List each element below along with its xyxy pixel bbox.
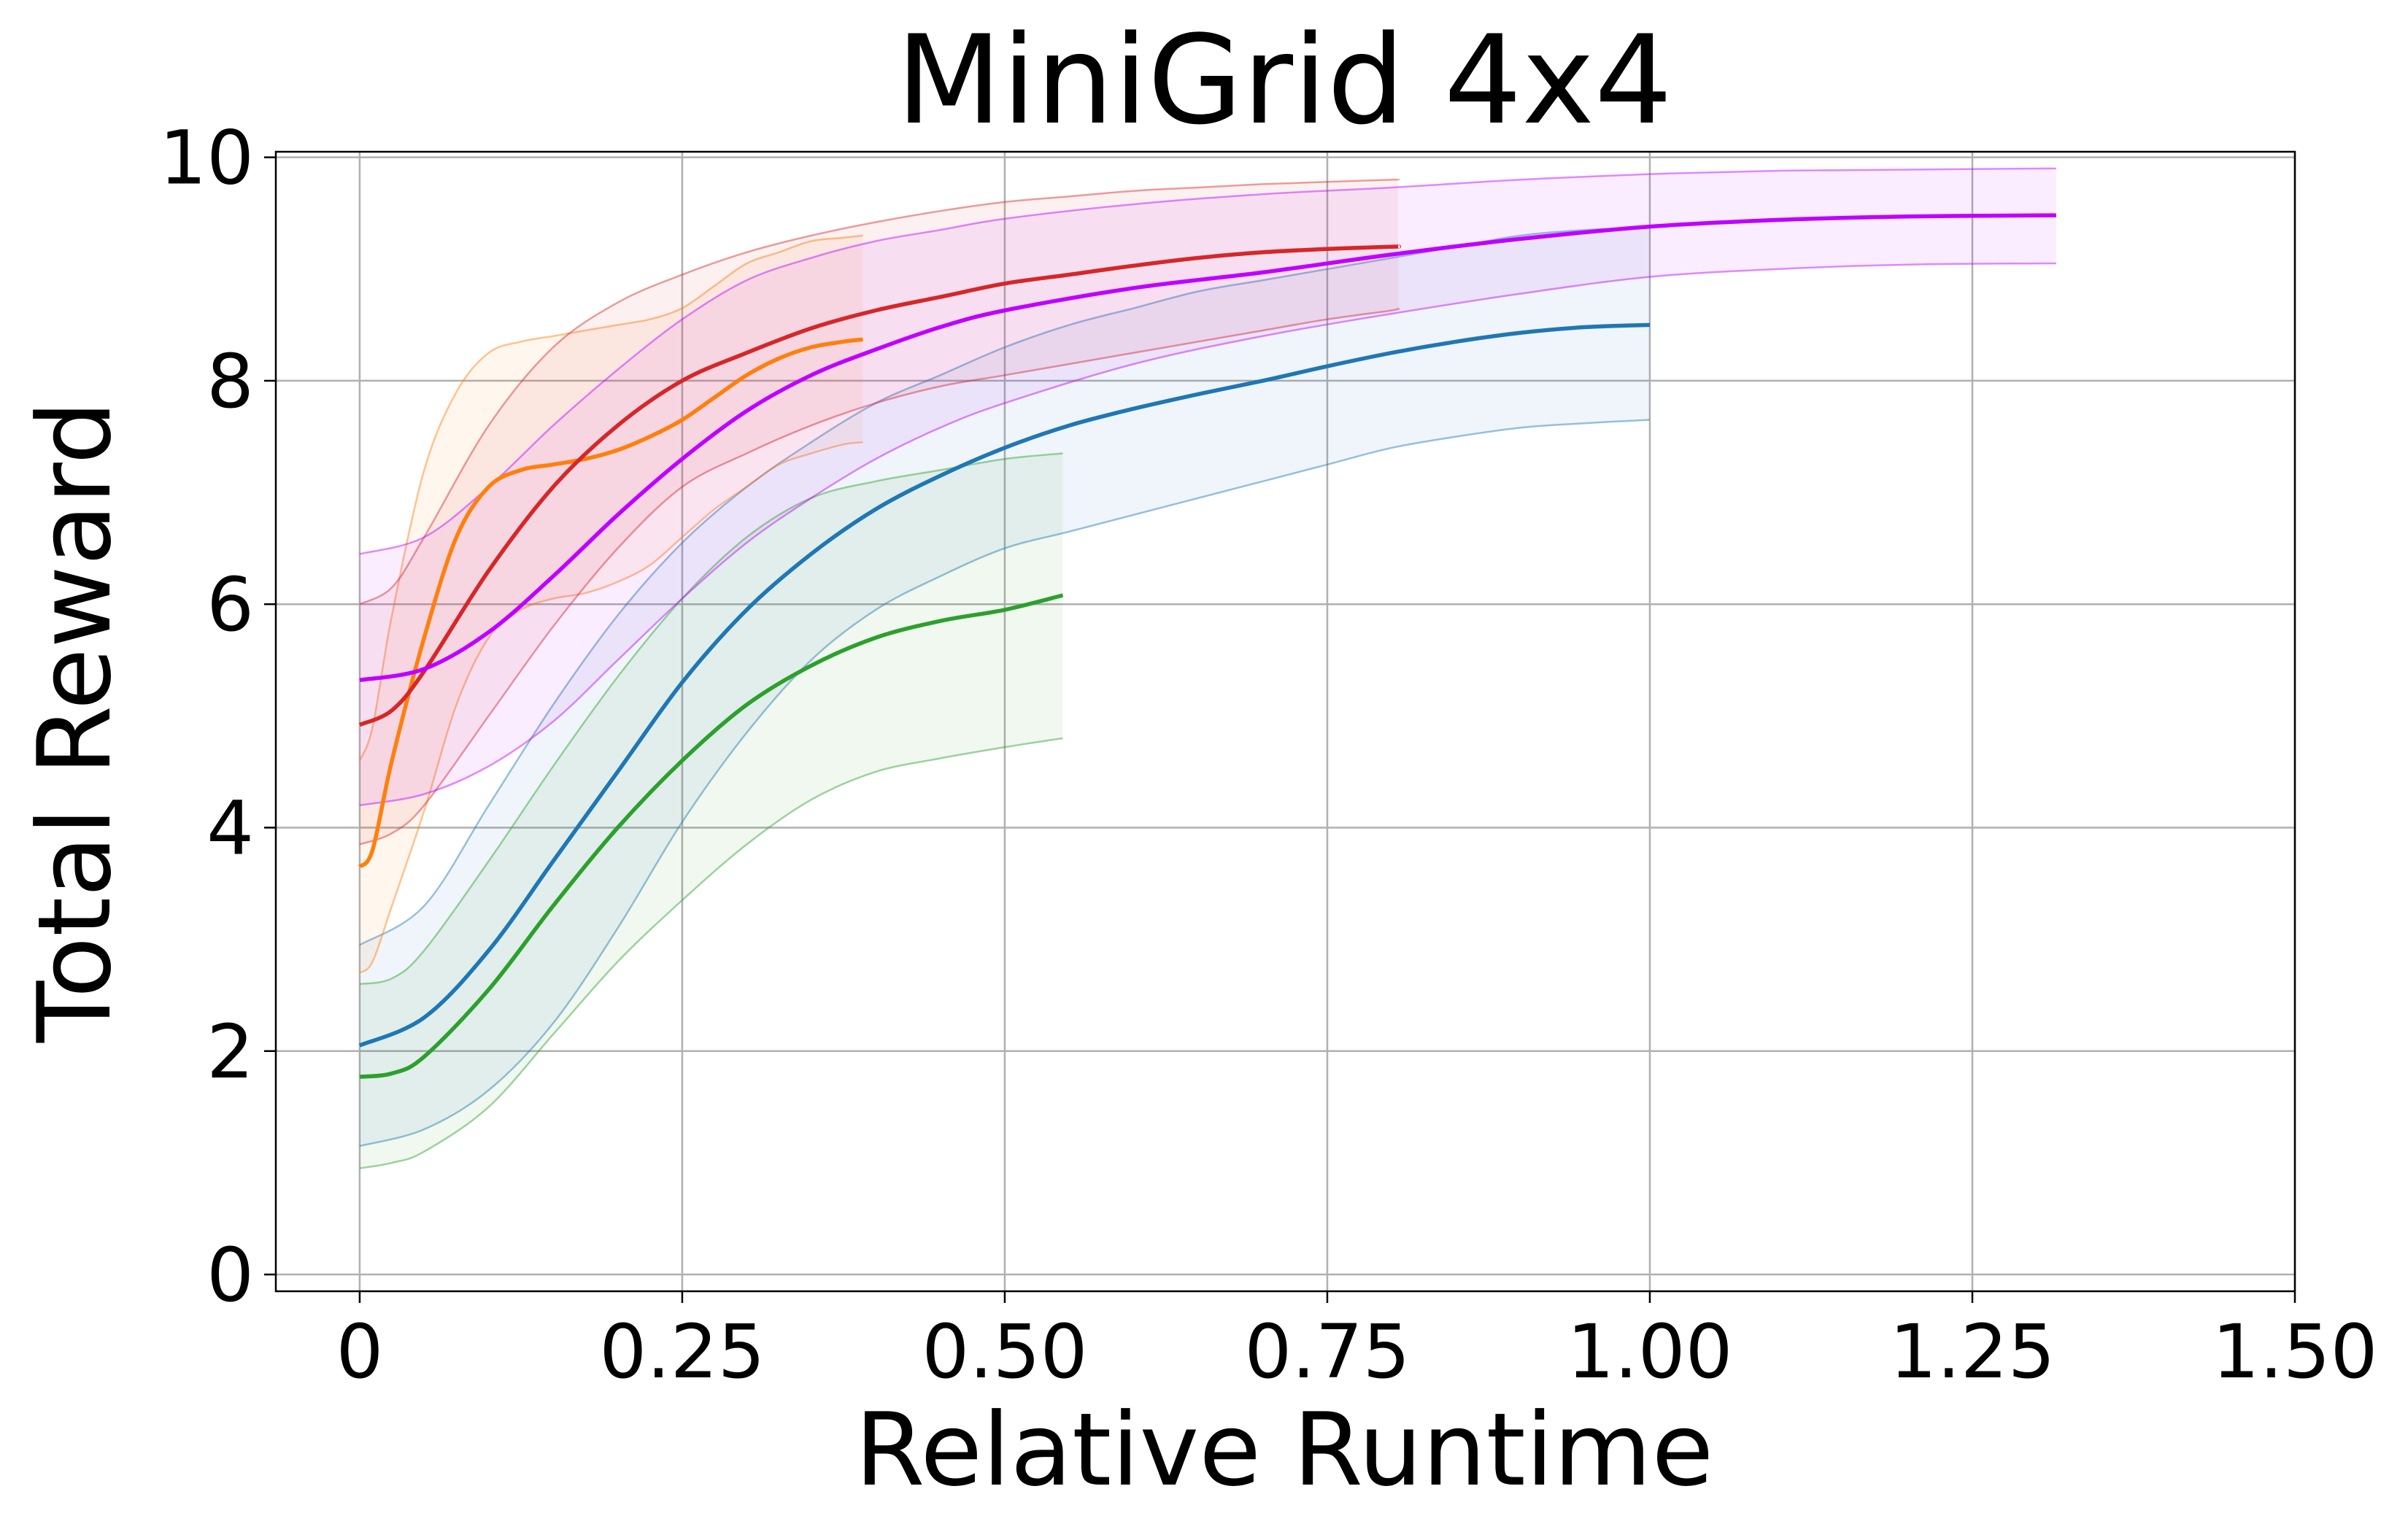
x-tick-label: 1.25 [1889,1309,2055,1396]
plot-frame [274,150,2296,1293]
ticks: 0 0.25 0.50 0.75 1.00 1.25 1.50 0 2 4 6 8 10 [159,115,2377,1396]
series-4-upper-bound [359,167,2056,555]
series-3-upper-bound [359,178,1400,606]
series-4-line [359,213,2056,683]
series-1-lower-bound [359,441,863,974]
series-1-upper-bound [358,234,863,762]
chart-title: MiniGrid 4x4 [896,9,1672,152]
x-tick-label: 1.50 [2212,1309,2377,1396]
series-2-line [359,593,1064,1079]
series-2-upper-bound [359,452,1063,986]
y-tick-label: 10 [159,115,254,202]
y-tick-label: 2 [207,1009,254,1096]
series-1-band [359,235,863,973]
series-0-upper-bound [359,226,1651,946]
x-axis-label: Relative Runtime [855,1391,1714,1509]
x-tick-label: 0.50 [922,1309,1087,1396]
y-tick-label: 0 [207,1232,254,1319]
x-tick-label: 1.00 [1567,1309,1732,1396]
series-lines [358,213,2056,1079]
y-tick-label: 8 [207,338,254,425]
series-4-band [359,168,2056,805]
series-3-line [358,244,1402,727]
series-0-band [359,228,1650,1146]
x-tick-label: 0 [336,1309,383,1396]
series-2-lower-bound [359,737,1063,1169]
y-tick-label: 4 [207,785,254,872]
series-4-lower-bound [359,262,2056,807]
grid [276,152,2296,1291]
x-tick-label: 0.25 [599,1309,765,1396]
series-0-lower-bound [359,419,1651,1148]
confidence-bands [358,167,2056,1169]
y-axis-label: Total Reward [16,401,134,1043]
series-0-line [358,322,1651,1048]
x-tick-label: 0.75 [1244,1309,1410,1396]
series-3-band [359,179,1400,845]
series-3-lower-bound [359,307,1400,846]
y-tick-label: 6 [207,562,254,649]
